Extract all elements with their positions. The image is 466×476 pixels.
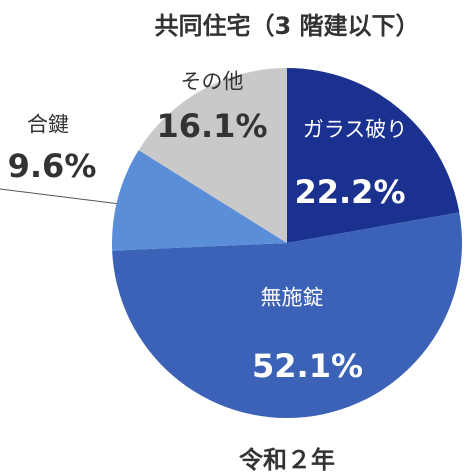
value-label: 52.1%	[252, 346, 364, 385]
slice-label: 合鍵	[27, 112, 69, 137]
slice-label: 無施錠	[260, 285, 324, 310]
value-label: 22.2%	[294, 172, 406, 211]
leader-line	[0, 188, 129, 206]
pie-slice	[138, 68, 287, 243]
pie-slice	[112, 212, 463, 419]
value-label: 9.6%	[7, 146, 97, 185]
chart-subtitle: 令和２年	[239, 446, 335, 474]
slice-label: ガラス破り	[302, 117, 408, 142]
chart-title: 共同住宅（3 階建以下）	[154, 12, 420, 40]
slice-label: その他	[180, 69, 244, 94]
value-label: 16.1%	[156, 106, 268, 145]
pie-slice	[287, 68, 460, 243]
pie-slice	[111, 150, 287, 251]
